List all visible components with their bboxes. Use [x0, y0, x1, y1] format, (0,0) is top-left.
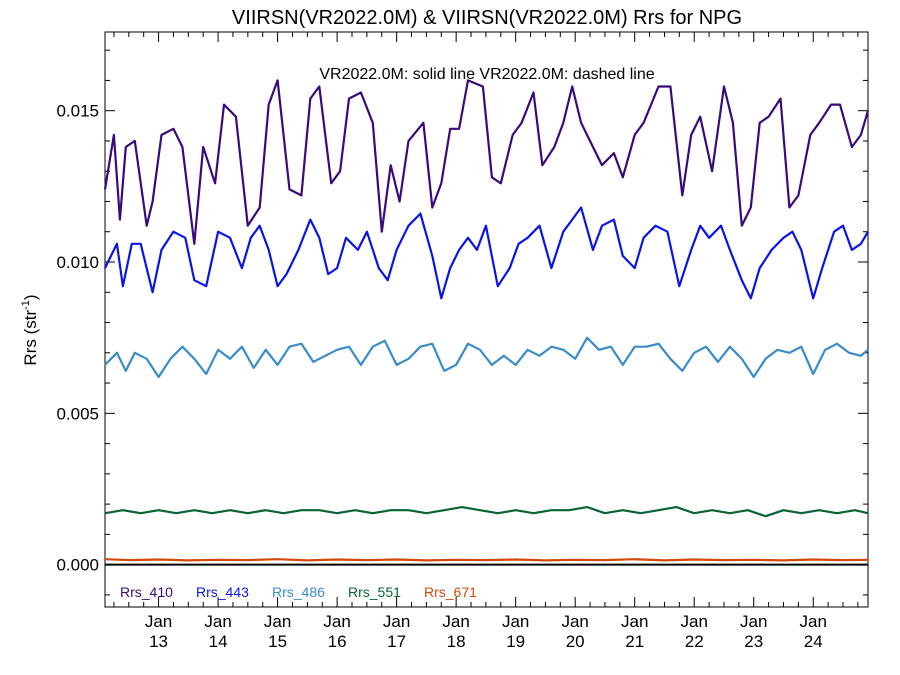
- y-axis-label: Rrs (str-1): [20, 294, 40, 365]
- x-tick-label-year: 14: [209, 632, 228, 651]
- x-tick-label-year: 23: [744, 632, 763, 651]
- x-axis: Jan13Jan14Jan15Jan16Jan17Jan18Jan19Jan20…: [113, 32, 859, 651]
- y-tick-label: 0.015: [56, 102, 99, 121]
- chart-title: VIIRSN(VR2022.0M) & VIIRSN(VR2022.0M) Rr…: [232, 7, 742, 29]
- series-line-rrs-486: [104, 336, 869, 379]
- x-tick-label-month: Jan: [621, 612, 648, 631]
- x-tick-label-month: Jan: [383, 612, 410, 631]
- x-tick-label-year: 20: [566, 632, 585, 651]
- x-tick-label-year: 24: [804, 632, 823, 651]
- series-lines: [103, 79, 870, 566]
- x-tick-label-month: Jan: [442, 612, 469, 631]
- legend: Rrs_410 Rrs_443 Rrs_486 Rrs_551 Rrs_671: [120, 584, 477, 600]
- x-tick-label-month: Jan: [740, 612, 767, 631]
- legend-entry-rrs-443: Rrs_443: [196, 584, 249, 600]
- y-axis: 0.000 0.005 0.010 0.015: [56, 49, 868, 596]
- y-axis-label-text: Rrs (str: [21, 310, 40, 366]
- y-tick-label: 0.010: [56, 253, 99, 272]
- x-tick-label-year: 18: [447, 632, 466, 651]
- x-tick-label-month: Jan: [800, 612, 827, 631]
- x-tick-label-month: Jan: [145, 612, 172, 631]
- x-tick-label-month: Jan: [502, 612, 529, 631]
- plot-area: [104, 31, 869, 608]
- legend-entry-rrs-551: Rrs_551: [348, 584, 401, 600]
- y-axis-label-close: ): [21, 294, 40, 300]
- series-line-rrs-671: [104, 558, 869, 562]
- y-tick-label: 0.005: [56, 404, 99, 423]
- x-tick-label-year: 15: [268, 632, 287, 651]
- y-axis-label-sup: -1: [20, 300, 32, 310]
- plot-frame: [104, 31, 869, 608]
- x-tick-label-year: 16: [328, 632, 347, 651]
- x-tick-label-year: 19: [506, 632, 525, 651]
- y-tick-label: 0.000: [56, 556, 99, 575]
- x-tick-label-year: 17: [387, 632, 406, 651]
- legend-entry-rrs-410: Rrs_410: [120, 584, 173, 600]
- x-tick-label-month: Jan: [561, 612, 588, 631]
- legend-entry-rrs-486: Rrs_486: [272, 584, 325, 600]
- x-tick-label-month: Jan: [681, 612, 708, 631]
- x-tick-label-month: Jan: [264, 612, 291, 631]
- x-tick-label-month: Jan: [204, 612, 231, 631]
- x-tick-label-year: 13: [149, 632, 168, 651]
- series-line-rrs-443: [104, 206, 869, 300]
- legend-entry-rrs-671: Rrs_671: [424, 584, 477, 600]
- x-tick-label-month: Jan: [323, 612, 350, 631]
- series-line-rrs-551: [104, 506, 869, 518]
- x-tick-label-year: 21: [625, 632, 644, 651]
- series-line-rrs-410: [103, 79, 870, 245]
- line-style-note: VR2022.0M: solid line VR2022.0M: dashed …: [319, 66, 654, 83]
- x-tick-label-year: 22: [685, 632, 704, 651]
